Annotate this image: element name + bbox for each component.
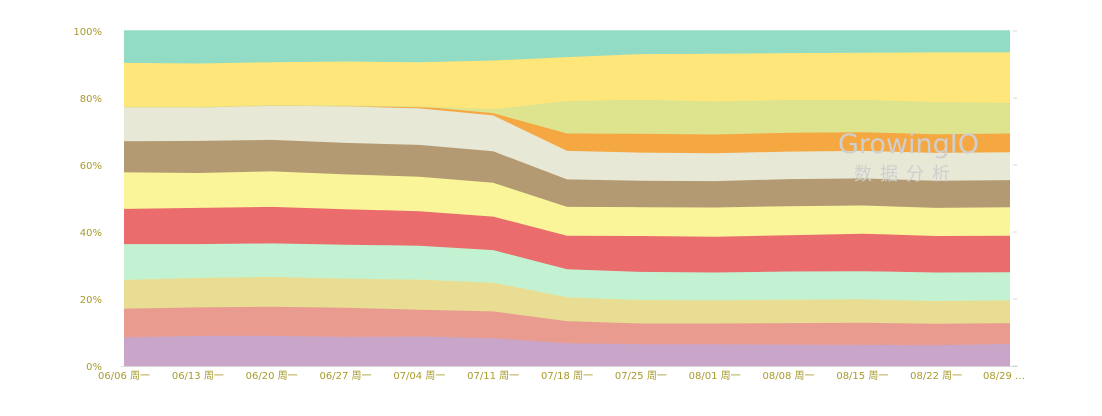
area-series-6	[124, 171, 1010, 237]
axes: 0% 20% 40% 60% 80% 100% 06/06 周一 06/13 周一 06/20 …	[73, 27, 1025, 382]
area-series-7	[124, 139, 1010, 208]
y-tick-label: 40%	[80, 228, 102, 239]
y-tick-label: 80%	[80, 94, 102, 105]
x-tick-label: 07/04 周一	[393, 370, 445, 382]
area-series-4	[124, 243, 1010, 301]
area-series-11	[124, 52, 1010, 110]
y-tick-label: 0%	[86, 362, 102, 373]
area-series-group	[123, 30, 1011, 366]
area-series-1	[124, 335, 1010, 366]
area-series-10	[124, 99, 1010, 135]
x-tick-label: 08/29 …	[983, 371, 1025, 382]
x-tick-label: 07/18 周一	[541, 370, 593, 382]
area-series-2	[124, 306, 1010, 346]
x-tick-label: 06/13 周一	[172, 370, 224, 382]
watermark-subtitle: 数据分析	[854, 164, 958, 185]
x-tick-label: 07/11 周一	[467, 370, 519, 382]
area-series-8	[124, 105, 1010, 182]
y-tick-label: 100%	[73, 27, 102, 38]
x-tick-label: 06/27 周一	[320, 370, 372, 382]
y-tick-label: 20%	[80, 295, 102, 306]
x-tick-label: 08/08 周一	[763, 370, 815, 382]
watermark: GrowingIO 数据分析	[838, 129, 979, 185]
area-series-9	[124, 105, 1010, 154]
watermark-brand: GrowingIO	[838, 129, 979, 160]
area-series-5	[124, 206, 1010, 273]
x-tick-label: 07/25 周一	[615, 370, 667, 382]
area-series-3	[124, 276, 1010, 324]
x-tick-label: 06/06 周一	[98, 370, 150, 382]
x-tick-label: 08/01 周一	[689, 370, 741, 382]
y-tick-label: 60%	[80, 161, 102, 172]
x-tick-label: 08/15 周一	[836, 370, 888, 382]
area-series-12	[124, 31, 1010, 64]
x-tick-label: 08/22 周一	[910, 370, 962, 382]
x-tick-label: 06/20 周一	[246, 370, 298, 382]
